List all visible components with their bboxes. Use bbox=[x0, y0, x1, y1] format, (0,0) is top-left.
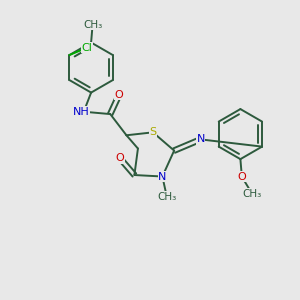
Text: N: N bbox=[158, 172, 166, 182]
Text: O: O bbox=[115, 153, 124, 163]
Text: S: S bbox=[149, 127, 157, 137]
Text: O: O bbox=[115, 90, 124, 100]
Text: Cl: Cl bbox=[82, 43, 92, 53]
Text: N: N bbox=[196, 134, 205, 144]
Text: CH₃: CH₃ bbox=[242, 189, 262, 199]
Text: O: O bbox=[238, 172, 246, 182]
Text: CH₃: CH₃ bbox=[157, 191, 176, 202]
Text: CH₃: CH₃ bbox=[83, 20, 102, 30]
Text: NH: NH bbox=[72, 107, 89, 117]
